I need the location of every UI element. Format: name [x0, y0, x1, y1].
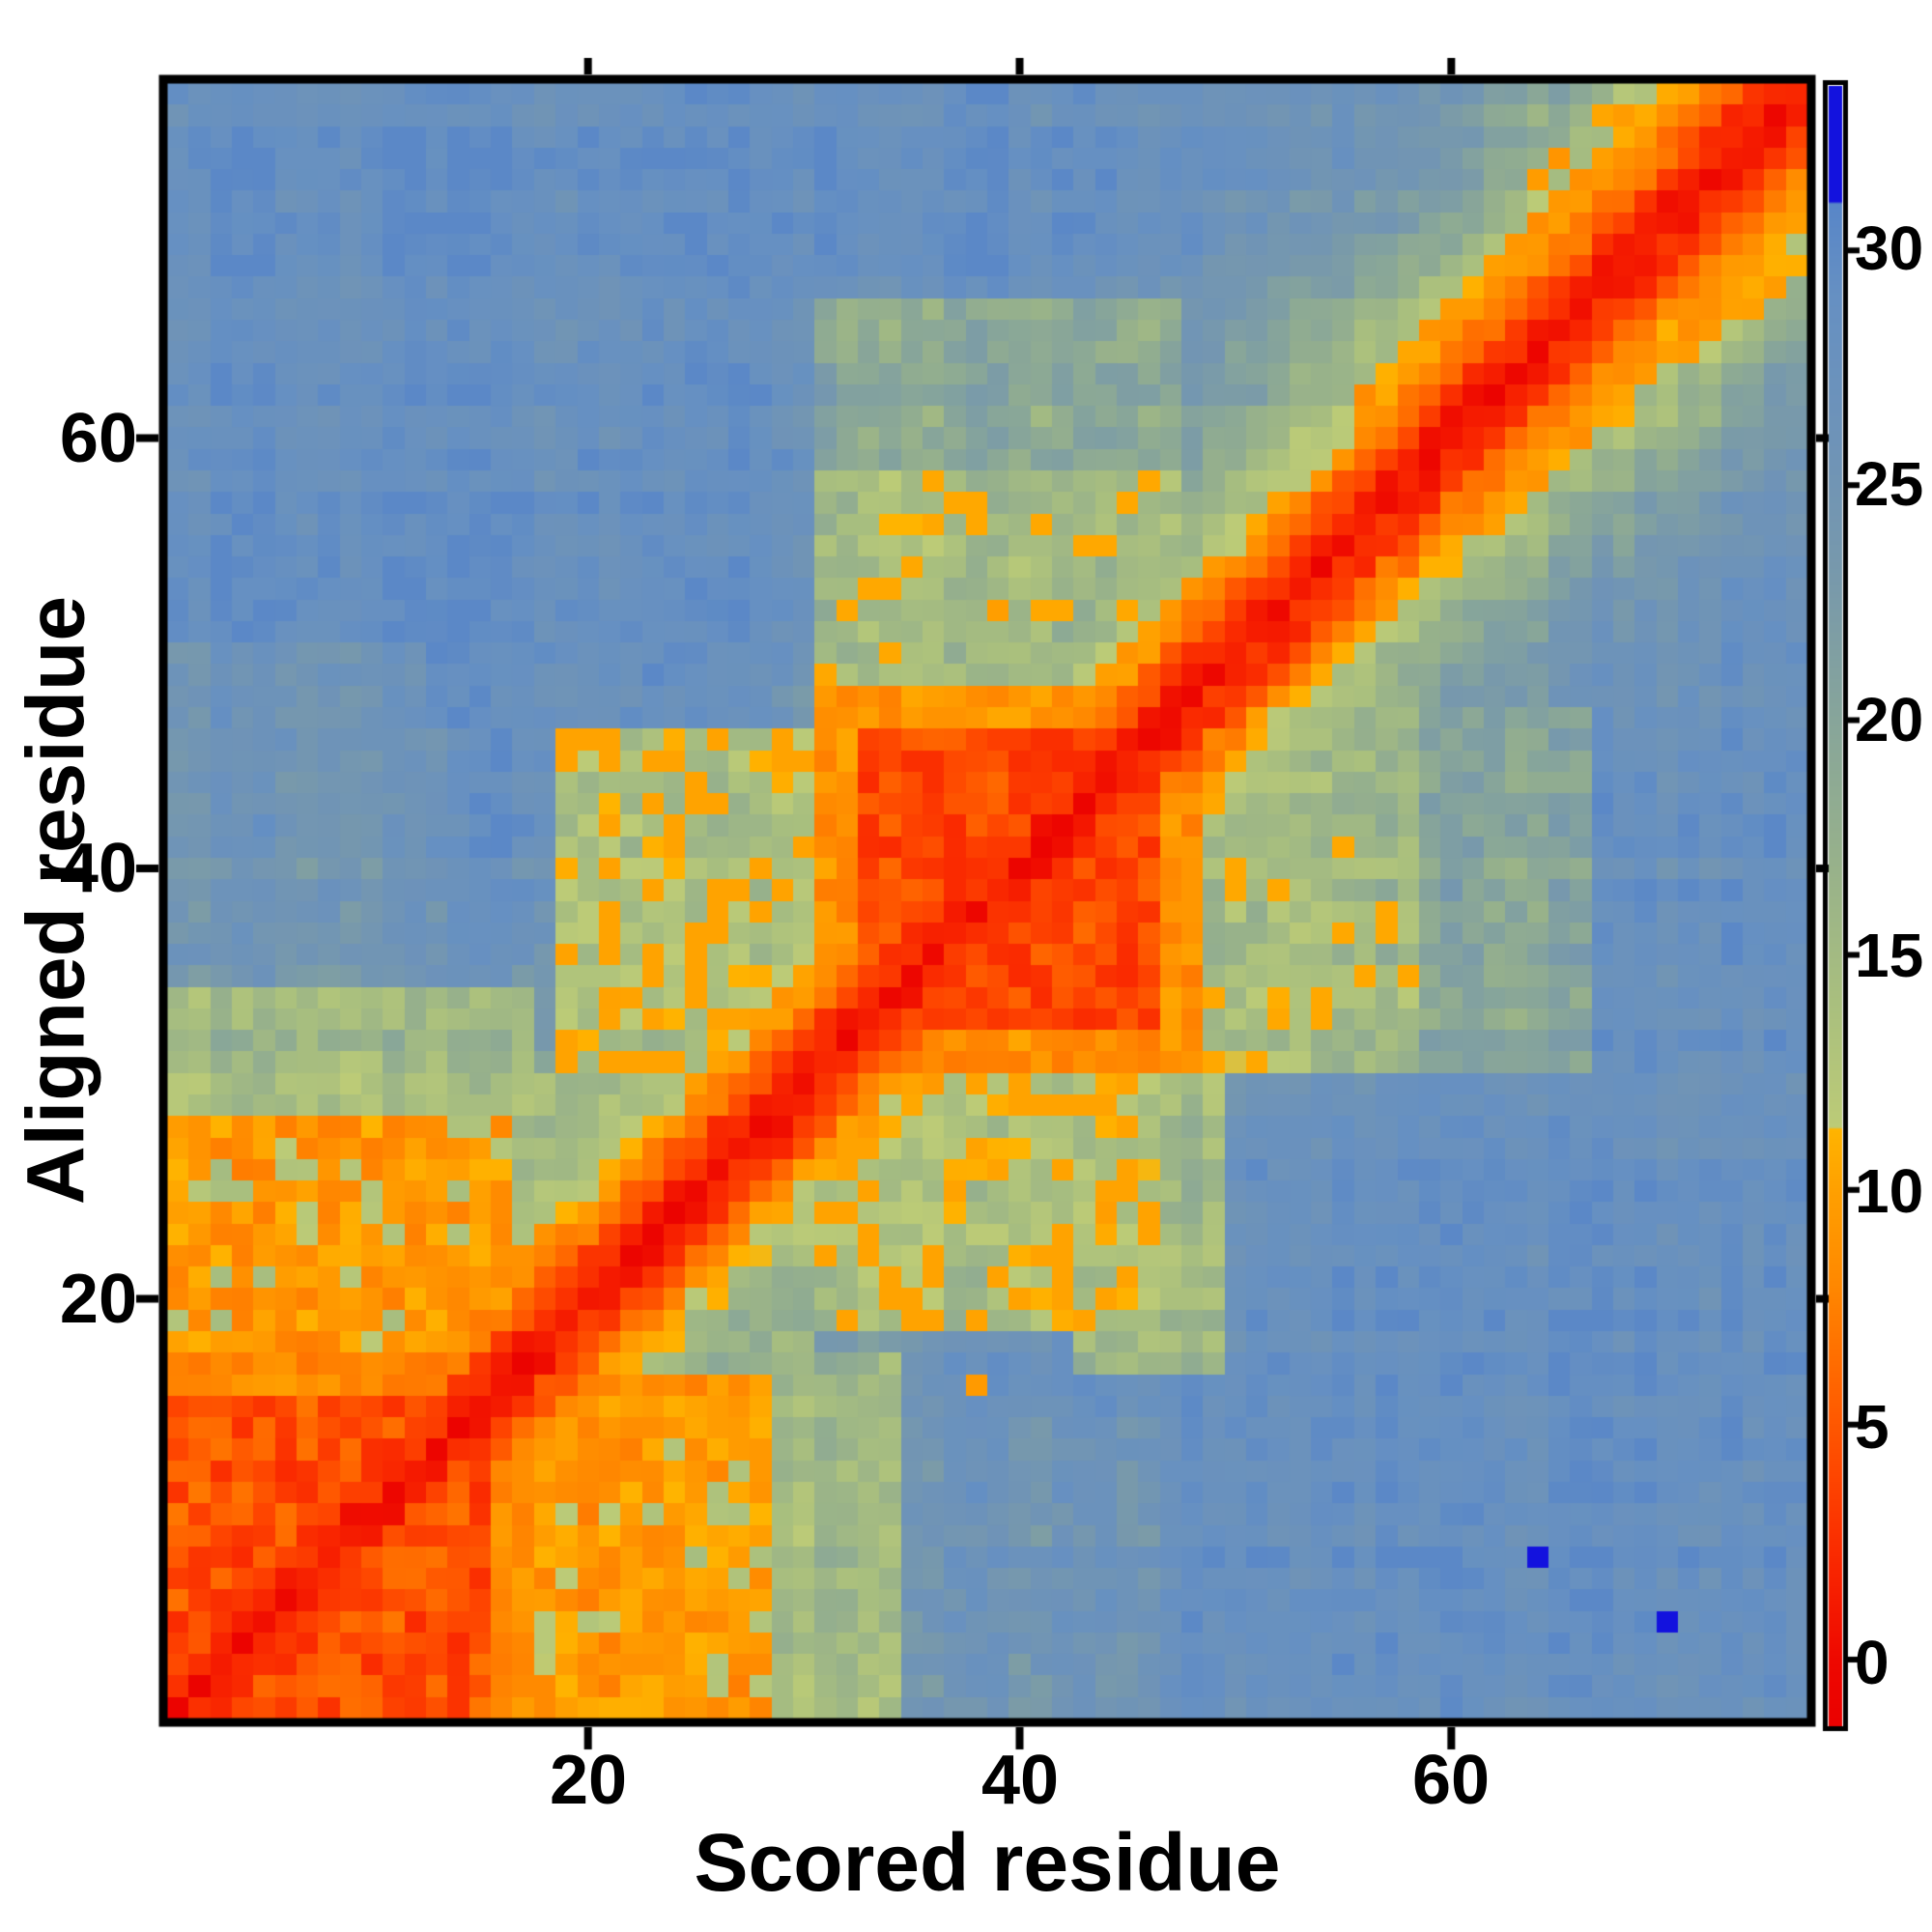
x-axis-title: Scored residue — [694, 1817, 1281, 1908]
y-tick-label-60: 60 — [59, 400, 137, 477]
colorbar-tick-label-25: 25 — [1855, 449, 1924, 519]
y-tick-label-20: 20 — [59, 1261, 137, 1338]
y-tick-label-40: 40 — [59, 830, 137, 907]
colorbar-tick-label-10: 10 — [1855, 1156, 1924, 1226]
x-tick-label-20: 20 — [549, 1742, 628, 1819]
x-tick-label-40: 40 — [980, 1742, 1060, 1819]
x-tick-label-60: 60 — [1411, 1742, 1491, 1819]
colorbar-tick-label-0: 0 — [1855, 1628, 1889, 1697]
colorbar-tick-label-15: 15 — [1855, 921, 1924, 990]
y-axis-title: Aligned residue — [10, 595, 101, 1206]
colorbar-tick-label-20: 20 — [1855, 685, 1924, 754]
colorbar-tick-label-5: 5 — [1855, 1392, 1889, 1462]
colorbar-tick-label-30: 30 — [1855, 213, 1924, 283]
